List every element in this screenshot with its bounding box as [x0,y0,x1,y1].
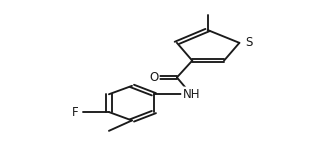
Text: NH: NH [182,88,200,101]
Text: O: O [149,71,158,84]
Text: F: F [71,106,78,119]
Text: S: S [245,36,252,49]
